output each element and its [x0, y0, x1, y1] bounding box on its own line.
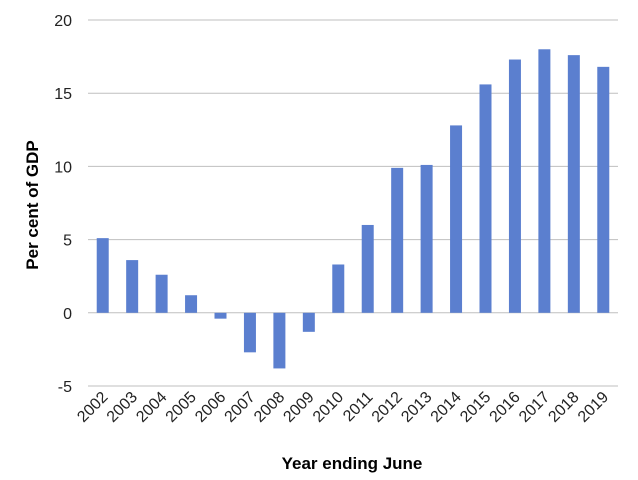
x-tick-labels: 2002200320042005200620072008200920102011… [74, 389, 612, 426]
bar-2002 [96, 238, 109, 313]
bar-2010 [332, 264, 345, 313]
y-tick-labels: -5 0 5 10 15 20 [54, 13, 72, 396]
bar-2014 [450, 125, 463, 313]
x-tick-label: 2016 [487, 389, 524, 426]
bar-2003 [126, 260, 139, 313]
y-tick-label: 15 [54, 86, 72, 103]
bar-2017 [538, 49, 551, 313]
x-tick-label: 2017 [516, 389, 553, 426]
x-tick-label: 2006 [192, 389, 229, 426]
x-tick-label: 2009 [280, 389, 317, 426]
x-tick-label: 2007 [222, 389, 259, 426]
x-tick-label: 2004 [133, 389, 170, 426]
y-tick-label: 10 [54, 159, 72, 176]
bar-2004 [155, 274, 168, 313]
y-axis-title: Per cent of GDP [23, 140, 42, 269]
bar-2013 [420, 164, 433, 313]
gridlines [88, 19, 618, 387]
x-tick-label: 2015 [457, 389, 494, 426]
bar-2006 [214, 312, 227, 319]
bar-2012 [391, 167, 404, 313]
bars [96, 49, 610, 369]
x-axis-title: Year ending June [282, 454, 423, 473]
bar-2015 [479, 84, 492, 313]
x-tick-label: 2008 [251, 389, 288, 426]
x-tick-label: 2011 [340, 389, 376, 425]
x-tick-label: 2010 [310, 389, 347, 426]
y-tick-label: 5 [63, 233, 72, 250]
x-tick-label: 2019 [575, 389, 612, 426]
bar-2011 [361, 224, 374, 313]
y-tick-label: 20 [54, 13, 72, 30]
y-tick-label: 0 [63, 306, 72, 323]
x-tick-label: 2002 [74, 389, 111, 426]
x-tick-label: 2005 [163, 389, 200, 426]
x-tick-label: 2014 [428, 389, 465, 426]
bar-2018 [567, 55, 580, 313]
y-tick-label: -5 [58, 379, 72, 396]
bar-2009 [302, 312, 315, 332]
bar-2019 [597, 66, 610, 313]
x-tick-label: 2018 [545, 389, 582, 426]
bar-2005 [185, 295, 198, 313]
x-tick-label: 2012 [369, 389, 406, 426]
bar-2008 [273, 312, 286, 369]
x-tick-label: 2003 [104, 389, 141, 426]
x-tick-label: 2013 [398, 389, 435, 426]
bar-2016 [508, 59, 521, 313]
bar-2007 [243, 312, 256, 353]
